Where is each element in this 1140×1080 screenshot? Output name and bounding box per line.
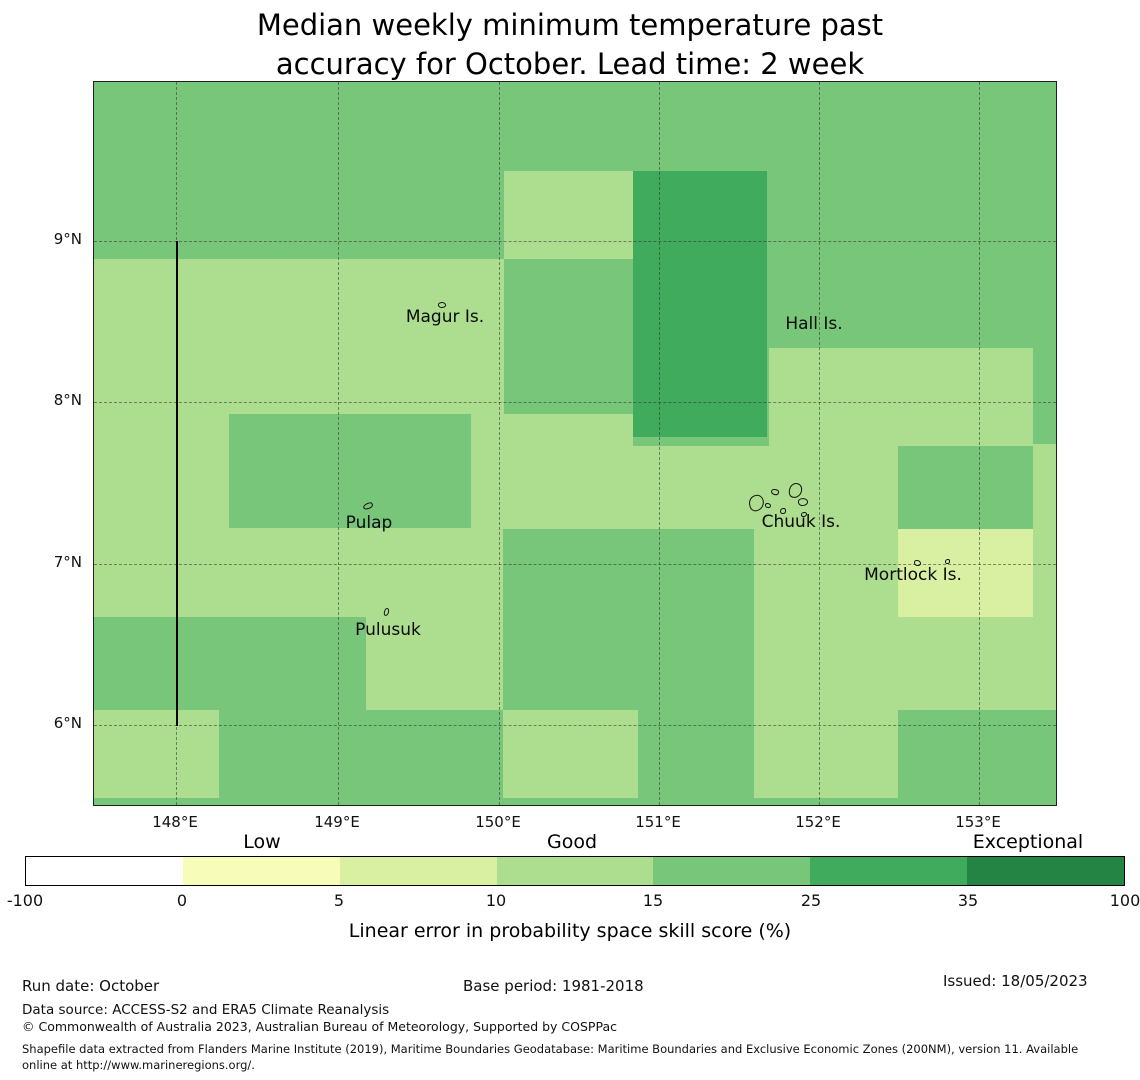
colorbar-segment	[967, 857, 1125, 885]
island-outline	[801, 512, 807, 517]
map-cell	[769, 348, 1033, 446]
colorbar-tick-label: 35	[957, 891, 979, 910]
colorbar-tick-label: 15	[642, 891, 664, 910]
colorbar-tick-label: 5	[333, 891, 345, 910]
base-period-text: Base period: 1981-2018	[463, 977, 644, 995]
place-label: Magur Is.	[405, 307, 485, 327]
map-cell	[633, 171, 767, 437]
map-cell	[366, 528, 503, 710]
map-cell	[94, 259, 504, 436]
y-tick-label: 9°N	[53, 230, 82, 248]
colorbar-tick-label: 0	[176, 891, 188, 910]
x-tick-label: 152°E	[795, 813, 841, 831]
map-cell	[94, 528, 366, 617]
gridline-vertical	[338, 82, 339, 805]
map-cell	[229, 414, 471, 528]
y-tick-label: 8°N	[53, 391, 82, 409]
colorbar-tick-label: -100	[6, 891, 44, 910]
map-cell	[1033, 444, 1056, 710]
map-cell	[633, 446, 898, 529]
map-cell	[898, 617, 1033, 710]
map-cell	[94, 710, 219, 798]
map-cell	[754, 529, 898, 798]
map-cell	[503, 710, 638, 798]
x-tick-label: 153°E	[955, 813, 1001, 831]
x-tick-label: 149°E	[314, 813, 360, 831]
copyright-text: © Commonwealth of Australia 2023, Austra…	[22, 1019, 617, 1034]
colorbar-segment	[182, 857, 340, 885]
colorbar-zone-label: Exceptional	[972, 831, 1084, 853]
colorbar-tick-label: 100	[1109, 891, 1140, 910]
gridline-horizontal	[94, 564, 1056, 565]
chart-title-line2: accuracy for October. Lead time: 2 week	[275, 47, 865, 81]
colorbar-zone-label: Low	[243, 831, 281, 853]
meridian-148e-line	[176, 241, 178, 726]
x-tick-label: 150°E	[475, 813, 521, 831]
island-outline	[765, 503, 771, 508]
gridline-horizontal	[94, 402, 1056, 403]
y-tick-label: 6°N	[53, 714, 82, 732]
map-plot-area: Magur Is. Hall Is. Pulap Chuuk Is. Mortlock …	[93, 81, 1057, 806]
gridline-vertical	[819, 82, 820, 805]
place-label: Pulusuk	[355, 620, 421, 640]
colorbar	[25, 856, 1125, 886]
island-outline	[914, 560, 921, 566]
shapefile-attribution-text: Shapefile data extracted from Flanders M…	[22, 1041, 1078, 1073]
place-label: Mortlock Is.	[864, 565, 962, 585]
colorbar-tick-label: 25	[800, 891, 822, 910]
gridline-vertical	[979, 82, 980, 805]
colorbar-segment	[810, 857, 968, 885]
data-source-text: Data source: ACCESS-S2 and ERA5 Climate …	[22, 1002, 390, 1018]
colorbar-segment	[339, 857, 497, 885]
shapefile-attribution-line1: Shapefile data extracted from Flanders M…	[22, 1042, 1079, 1056]
map-cell	[94, 436, 229, 528]
map-cell	[504, 171, 638, 259]
colorbar-segment	[26, 857, 183, 885]
x-tick-label: 148°E	[152, 813, 198, 831]
issued-date-text: Issued: 18/05/2023	[943, 972, 1088, 990]
run-date-text: Run date: October	[22, 977, 160, 995]
gridline-vertical	[659, 82, 660, 805]
gridline-horizontal	[94, 241, 1056, 242]
shapefile-attribution-line2: online at http://www.marineregions.org/.	[22, 1058, 255, 1072]
chart-title: Median weekly minimum temperature past a…	[0, 6, 1140, 84]
island-outline	[780, 508, 786, 514]
map-cell	[471, 414, 633, 529]
place-label: Pulap	[345, 513, 393, 533]
place-label: Chuuk Is.	[761, 512, 841, 532]
colorbar-zone-label: Good	[546, 831, 598, 853]
chart-title-line1: Median weekly minimum temperature past	[256, 8, 884, 42]
gridline-horizontal	[94, 725, 1056, 726]
colorbar-tick-label: 10	[485, 891, 507, 910]
colorbar-segment	[496, 857, 654, 885]
x-tick-label: 151°E	[635, 813, 681, 831]
y-tick-label: 7°N	[53, 553, 82, 571]
island-outline	[945, 559, 950, 564]
map-cell	[898, 529, 1033, 617]
colorbar-segment	[653, 857, 811, 885]
place-label: Hall Is.	[785, 314, 843, 334]
gridline-vertical	[499, 82, 500, 805]
colorbar-axis-label: Linear error in probability space skill …	[348, 920, 792, 942]
